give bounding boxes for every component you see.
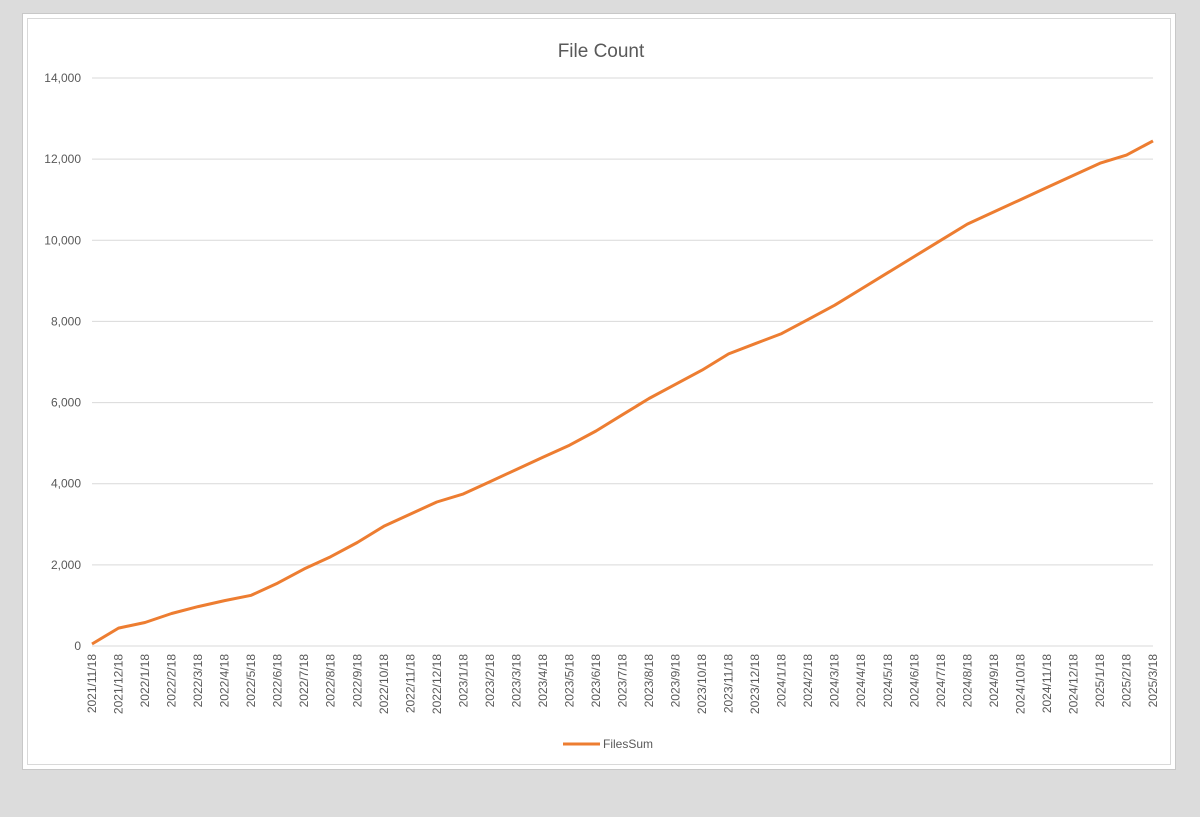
x-tick-label: 2024/5/18 <box>881 654 895 708</box>
x-tick-label: 2024/1/18 <box>775 654 789 708</box>
legend: FilesSum <box>563 737 653 751</box>
x-tick-label: 2022/3/18 <box>191 654 205 708</box>
x-tick-label: 2024/7/18 <box>934 654 948 708</box>
x-tick-label: 2024/3/18 <box>828 654 842 708</box>
y-axis-ticks: 0 2,000 4,000 6,000 8,000 10,000 12,000 14,000 <box>44 71 81 653</box>
y-tick-label: 8,000 <box>51 314 81 328</box>
x-tick-label: 2023/10/18 <box>695 654 709 714</box>
y-tick-label: 14,000 <box>44 71 81 85</box>
gridlines <box>92 77 1153 647</box>
chart-title: File Count <box>558 41 645 62</box>
x-tick-label: 2022/2/18 <box>165 654 179 708</box>
x-tick-label: 2022/6/18 <box>271 654 285 708</box>
line-chart: File Count 0 2,000 4,000 6,000 8,000 10,000 12… <box>44 41 1160 751</box>
x-tick-label: 2022/8/18 <box>324 654 338 708</box>
y-tick-label: 12,000 <box>44 152 81 166</box>
y-tick-label: 2,000 <box>51 558 81 572</box>
x-tick-label: 2022/9/18 <box>350 654 364 708</box>
x-tick-label: 2022/12/18 <box>430 654 444 714</box>
x-tick-label: 2024/12/18 <box>1066 654 1080 714</box>
x-tick-label: 2023/4/18 <box>536 654 550 708</box>
x-tick-label: 2023/3/18 <box>509 654 523 708</box>
x-tick-label: 2024/11/18 <box>1040 654 1054 713</box>
x-tick-label: 2024/2/18 <box>801 654 815 708</box>
x-tick-label: 2024/9/18 <box>987 654 1001 708</box>
x-tick-label: 2022/1/18 <box>138 654 152 708</box>
x-tick-label: 2021/11/18 <box>85 654 99 713</box>
chart-card: File Count 0 2,000 4,000 6,000 8,000 10,000 12… <box>22 13 1176 770</box>
x-tick-label: 2023/1/18 <box>456 654 470 708</box>
y-tick-label: 4,000 <box>51 477 81 491</box>
x-tick-label: 2023/9/18 <box>669 654 683 708</box>
x-tick-label: 2023/5/18 <box>562 654 576 708</box>
x-tick-label: 2024/4/18 <box>854 654 868 708</box>
x-tick-label: 2025/2/18 <box>1119 654 1133 708</box>
legend-label: FilesSum <box>603 737 653 751</box>
x-tick-label: 2024/8/18 <box>960 654 974 708</box>
x-tick-label: 2022/5/18 <box>244 654 258 708</box>
x-axis-ticks: 2021/11/18 2021/12/18 2022/1/18 2022/2/18 20… <box>85 654 1160 714</box>
x-tick-label: 2023/7/18 <box>616 654 630 708</box>
y-tick-label: 0 <box>74 639 81 653</box>
x-tick-label: 2023/8/18 <box>642 654 656 708</box>
series-line-filessum <box>91 139 1154 646</box>
x-tick-label: 2023/2/18 <box>483 654 497 708</box>
x-tick-label: 2022/4/18 <box>218 654 232 708</box>
x-tick-label: 2024/10/18 <box>1013 654 1027 714</box>
x-tick-label: 2024/6/18 <box>907 654 921 708</box>
chart-area: File Count 0 2,000 4,000 6,000 8,000 10,000 12… <box>27 18 1171 765</box>
x-tick-label: 2025/1/18 <box>1093 654 1107 708</box>
x-tick-label: 2025/3/18 <box>1146 654 1160 708</box>
x-tick-label: 2022/10/18 <box>377 654 391 714</box>
x-tick-label: 2023/12/18 <box>748 654 762 714</box>
x-tick-label: 2023/6/18 <box>589 654 603 708</box>
x-tick-label: 2023/11/18 <box>722 654 736 713</box>
y-tick-label: 6,000 <box>51 396 81 410</box>
x-tick-label: 2022/7/18 <box>297 654 311 708</box>
x-tick-label: 2021/12/18 <box>112 654 126 714</box>
x-tick-label: 2022/11/18 <box>403 654 417 713</box>
y-tick-label: 10,000 <box>44 233 81 247</box>
